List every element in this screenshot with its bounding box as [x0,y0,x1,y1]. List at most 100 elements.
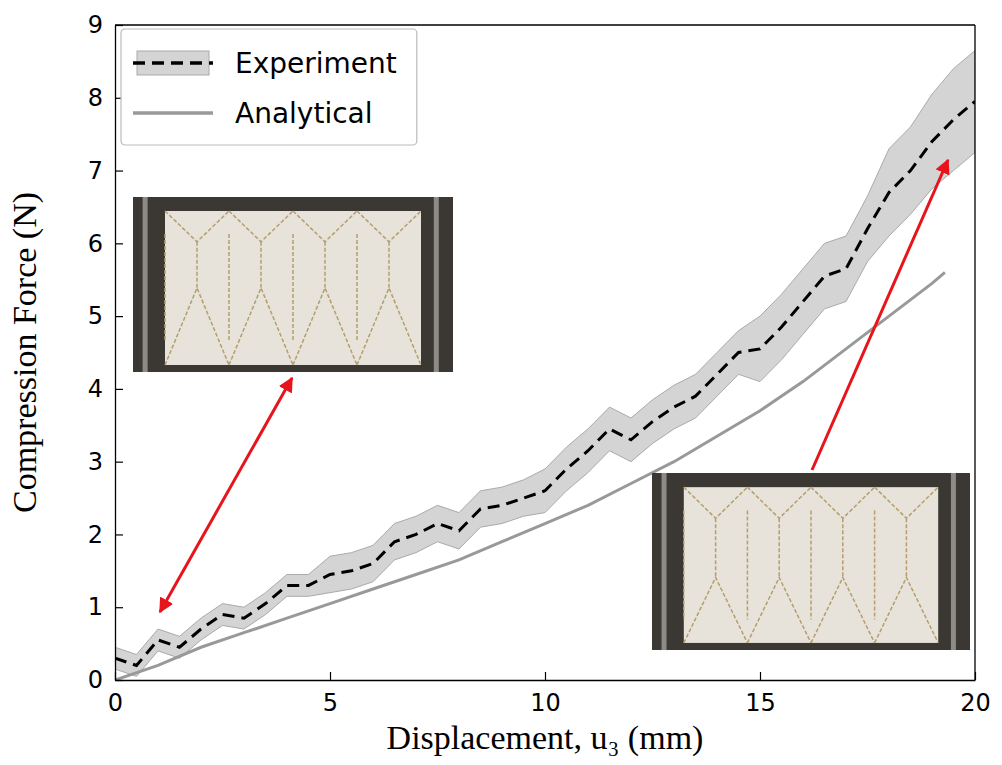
tick: 6 [88,230,123,258]
frame [974,25,975,680]
tick-label: 0 [88,666,103,694]
tick: 9 [88,11,123,39]
photo-crease [906,518,908,577]
photo-crease [165,211,229,242]
tick-mark [330,672,331,680]
tick: 20 [960,672,991,717]
tick-label: 7 [88,157,103,185]
photo-background [133,197,453,372]
photo-crease [778,518,780,577]
tick-mark [115,316,123,317]
y-axis-title: Compression Force (N) [6,192,44,513]
tick: 1 [88,593,123,621]
photo-crease [260,242,262,288]
photo-crease [875,487,939,518]
tick-mark [115,680,123,681]
tick-mark [975,672,976,680]
series-line [115,101,975,665]
tick-label: 0 [108,689,123,717]
photo-crease [810,511,812,620]
legend: Experiment Analytical [121,29,417,145]
photo-crease [324,242,326,288]
legend-key [133,111,213,115]
tick-mark [115,462,123,463]
x-axis-title: Displacement, u₃ (mm) [387,719,704,757]
photo-crease [875,578,939,643]
tick: 3 [88,448,123,476]
arrow [812,160,948,470]
legend-label: Analytical [235,97,373,130]
tick: 10 [530,672,561,717]
photo-crease [164,234,166,342]
tick-mark [115,534,123,535]
tick: 7 [88,157,123,185]
photo-rod [143,197,148,372]
photo-crease [747,511,749,620]
photo-crease [228,234,230,342]
photo-crease [229,211,293,242]
legend-key [133,61,213,65]
tick: 15 [745,672,776,717]
inset-photo [652,473,970,650]
axis-line [116,680,976,681]
tick-label: 4 [88,375,103,403]
tick: 2 [88,521,123,549]
photo-crease [684,578,748,643]
tick-label: 2 [88,521,103,549]
photo-crease [293,211,357,242]
photo-crease [356,234,358,342]
tick-mark [115,243,123,244]
inset-photo [133,197,453,372]
photo-crease [747,487,811,518]
photo-crease [715,518,717,577]
y-axis: 0 1 2 3 4 5 6 7 8 9 [88,11,123,694]
tick-mark [760,672,761,680]
tick-mark [115,25,123,26]
tick-label: 6 [88,230,103,258]
tick: 5 [323,672,338,717]
photo-crease [747,578,811,643]
x-axis: 0 5 10 15 20 [108,672,991,717]
tick-label: 8 [88,84,103,112]
chart: 0 5 10 15 20 0 1 2 3 4 5 6 7 8 9 Displacement, u₃ (mm) C… [0,0,1002,765]
photo-rod [434,197,439,372]
photo-crease [357,288,421,365]
photo-crease [165,288,229,365]
photo-rod [662,473,667,650]
photo-paper [684,487,938,643]
tick-label: 5 [323,689,338,717]
photo-crease [357,211,421,242]
tick-mark [115,170,123,171]
legend-label: Experiment [235,47,397,80]
tick-mark [115,607,123,608]
frame [115,24,975,25]
tick-label: 10 [530,689,561,717]
photo-crease [292,234,294,342]
photo-background [652,473,970,650]
tick-label: 9 [88,11,103,39]
tick-label: 20 [960,689,991,717]
legend-box [121,29,417,145]
photo-paper [165,211,421,365]
tick-label: 1 [88,593,103,621]
tick: 8 [88,84,123,112]
photo-rod [951,473,956,650]
tick: 5 [88,302,123,330]
photo-crease [684,487,748,518]
photo-crease [874,511,876,620]
tick-mark [545,672,546,680]
photo-crease [811,487,875,518]
photo-crease [229,288,293,365]
photo-crease [811,578,875,643]
axis-line [115,26,116,681]
tick-label: 5 [88,302,103,330]
arrow [160,378,292,612]
tick-label: 15 [745,689,776,717]
photo-crease [683,511,685,620]
photo-crease [388,242,390,288]
tick-label: 3 [88,448,103,476]
photo-crease [293,288,357,365]
tick: 4 [88,375,123,403]
tick: 0 [88,666,123,694]
photo-crease [842,518,844,577]
